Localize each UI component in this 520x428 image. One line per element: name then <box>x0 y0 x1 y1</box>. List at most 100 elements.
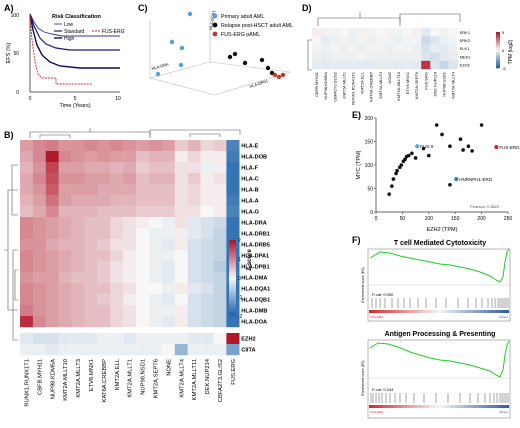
pc-point <box>227 54 233 60</box>
heatmap-cell <box>187 217 201 229</box>
heatmap-cell <box>330 36 340 45</box>
heatmap-cell <box>97 217 111 229</box>
heatmap-cell <box>32 140 46 152</box>
heatmap-cell <box>123 140 137 152</box>
heatmap-cell <box>32 344 46 356</box>
heatmap-cell <box>161 195 175 207</box>
heatmap-cell <box>403 44 413 53</box>
heatmap-cell <box>174 250 188 262</box>
heatmap-cell <box>330 44 340 53</box>
heatmap-col-label: DEK.NUP214 <box>205 358 211 394</box>
heatmap-cell <box>412 28 422 37</box>
heatmap-cell <box>136 151 150 163</box>
heatmap-cell <box>174 239 188 251</box>
scatter-point <box>410 151 414 156</box>
heatmap-cell <box>58 184 72 196</box>
heatmap-cell <box>174 261 188 273</box>
heatmap-cell <box>439 28 449 37</box>
heatmap-cell <box>348 60 358 70</box>
scatter-point-highlight <box>415 144 420 149</box>
heatmap-col-label: DEK.NUP214 <box>432 71 437 96</box>
panel-d: D) ERK1 ERK2 ELK1 MEK1 EZH2 CBFB.MYH11 NUP98.… <box>302 3 514 105</box>
panel-b-colorbar: 2 1 0 -1 -2 <box>229 238 243 320</box>
heatmap-col-label: KMT2A.MLLT1 <box>341 71 346 98</box>
heatmap-cell <box>213 261 227 273</box>
panel-a-xtick-5: 5 <box>74 96 77 102</box>
heatmap-cell <box>357 52 367 61</box>
heatmap-cell <box>110 228 124 240</box>
heatmap-cell <box>448 28 458 37</box>
km-curve-fus-erg <box>29 13 92 85</box>
heatmap-cell <box>366 60 376 70</box>
heatmap-cell <box>200 272 214 284</box>
heatmap-cell <box>45 195 59 207</box>
heatmap-cell <box>84 294 98 306</box>
colorbar-step <box>229 304 236 307</box>
scatter-point-highlight <box>494 145 499 150</box>
pc-point <box>169 39 175 45</box>
heatmap-row-label: ERK2 <box>460 38 471 43</box>
heatmap-cell <box>45 151 59 163</box>
colorbar-step <box>229 272 236 275</box>
heatmap-cell <box>200 283 214 295</box>
heatmap-cell <box>20 151 34 163</box>
heatmap-cell <box>45 239 59 251</box>
colorbar-step <box>229 259 236 262</box>
heatmap-cell <box>226 316 240 328</box>
scatter-point <box>406 153 411 158</box>
pc-point <box>179 45 185 51</box>
heatmap-cell <box>84 305 98 317</box>
heatmap-cell <box>187 344 201 356</box>
heatmap-col-label: NUP98.KDM5A <box>50 359 56 399</box>
heatmap-cell <box>123 239 137 251</box>
heatmap-cell <box>123 283 137 295</box>
colorbar-step <box>496 53 500 55</box>
heatmap-cell <box>58 261 72 273</box>
heatmap-row-label: HLA-A <box>241 199 258 205</box>
heatmap-cell <box>213 239 227 251</box>
heatmap-cell <box>45 344 59 356</box>
heatmap-cell <box>123 206 137 218</box>
scatter-point <box>394 171 398 176</box>
heatmap-cell <box>32 184 46 196</box>
heatmap-cell <box>136 283 150 295</box>
heatmap-cell <box>58 283 72 295</box>
heatmap-cell <box>110 184 124 196</box>
heatmap-row-label: HLA-B <box>241 188 258 194</box>
heatmap-cell <box>213 217 227 229</box>
heatmap-cell <box>149 162 163 174</box>
colorbar-step <box>496 62 500 64</box>
heatmap-cell <box>32 333 46 345</box>
heatmap-cell <box>357 60 367 70</box>
heatmap-cell <box>348 36 358 45</box>
heatmap-cell <box>58 272 72 284</box>
heatmap-cell <box>161 140 175 152</box>
heatmap-cell <box>312 52 322 61</box>
heatmap-cell <box>174 316 188 328</box>
heatmap-cell <box>123 162 137 174</box>
gsea-2-rank-bar <box>369 405 509 408</box>
heatmap-cell <box>45 173 59 185</box>
heatmap-cell <box>71 294 85 306</box>
colorbar-step <box>496 54 500 57</box>
heatmap-cell <box>448 60 458 70</box>
heatmap-row-label: EZH2 <box>460 63 471 68</box>
heatmap-cell <box>71 162 85 174</box>
heatmap-cell <box>174 173 188 185</box>
heatmap-cell <box>200 162 214 174</box>
panel-d-heatmap <box>312 28 458 70</box>
panel-a-letter: A) <box>4 3 14 13</box>
heatmap-cell <box>412 36 422 45</box>
gsea-1-side-right: Others <box>499 315 509 319</box>
x-tick-label: 50 <box>400 216 406 222</box>
colorbar-step <box>496 59 500 61</box>
heatmap-cell <box>200 344 214 356</box>
heatmap-cell <box>149 151 163 163</box>
heatmap-cell <box>174 195 188 207</box>
heatmap-cell <box>84 261 98 273</box>
panel-b-row-labels: HLA-E HLA-DOB HLA-F HLA-C HLA-B HLA-A HLA-G HLA… <box>241 144 270 354</box>
heatmap-row-label: HLA-DRB1 <box>241 232 270 238</box>
heatmap-cell <box>161 239 175 251</box>
panel-e-letter: E) <box>352 110 361 120</box>
heatmap-row-label: MEK1 <box>460 54 472 59</box>
